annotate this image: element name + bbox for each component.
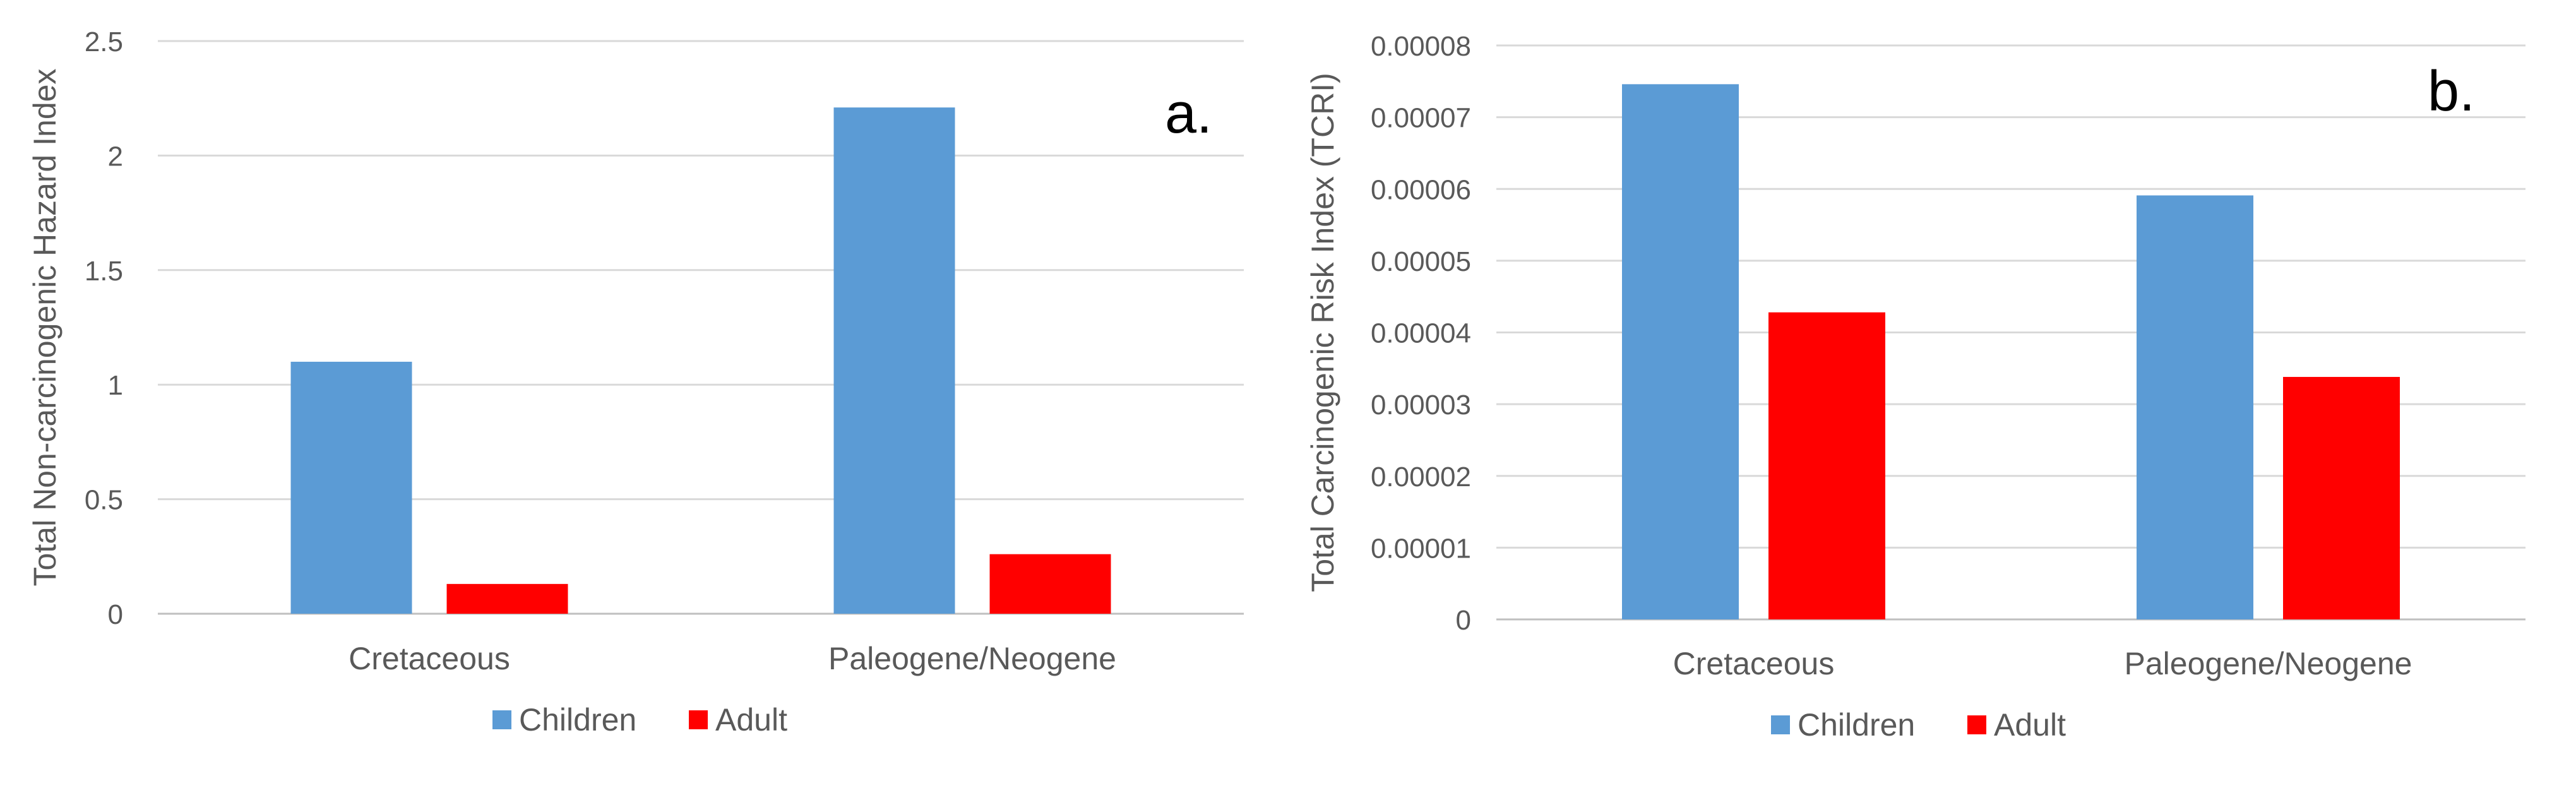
bar-adult-paleogene-neogene — [989, 554, 1111, 614]
bar-children-paleogene-neogene — [2137, 195, 2253, 619]
y-tick-label: 0 — [1456, 605, 1471, 636]
panel-label: b. — [2428, 60, 2475, 123]
x-tick-label: Cretaceous — [349, 641, 510, 676]
legend-label-adult: Adult — [1994, 707, 2066, 743]
y-axis-label: Total Non-carcinogenic Hazard Index — [27, 69, 63, 587]
chart-panel-a: 0 0.5 1 1.5 2 2.5 Cretaceous Paleogene/Neogene… — [27, 27, 1244, 737]
y-tick-label: 0.00002 — [1371, 462, 1471, 492]
legend-label-children: Children — [1798, 707, 1915, 743]
y-axis-label: Total Carcinogenic Risk Index (TCRI) — [1305, 73, 1340, 592]
legend-swatch-adult — [689, 710, 708, 729]
x-tick-label: Paleogene/Neogene — [2125, 646, 2412, 681]
x-tick-labels: Cretaceous Paleogene/Neogene — [349, 641, 1116, 676]
panel-label: a. — [1165, 82, 1212, 145]
legend: Children Adult — [1771, 707, 2066, 743]
bar-group — [290, 107, 1111, 614]
y-tick-label: 2.5 — [85, 27, 123, 57]
bar-children-cretaceous — [290, 361, 412, 614]
legend: Children Adult — [492, 702, 787, 737]
x-tick-labels: Cretaceous Paleogene/Neogene — [1673, 646, 2412, 681]
y-tick-label: 0.00006 — [1371, 174, 1471, 205]
bar-adult-paleogene-neogene — [2283, 376, 2400, 619]
y-tick-label: 2 — [108, 141, 123, 172]
y-tick-labels: 0 0.5 1 1.5 2 2.5 — [85, 27, 123, 630]
y-tick-labels: 0 0.00001 0.00002 0.00003 0.00004 0.00005 0.00… — [1371, 31, 1471, 636]
y-tick-label: 0.00007 — [1371, 103, 1471, 134]
y-tick-label: 0.00008 — [1371, 31, 1471, 62]
x-tick-label: Paleogene/Neogene — [828, 641, 1116, 676]
y-tick-label: 0.5 — [85, 485, 123, 516]
bar-children-cretaceous — [1622, 84, 1739, 620]
y-tick-label: 1 — [108, 370, 123, 401]
bar-children-paleogene-neogene — [833, 107, 955, 614]
bar-adult-cretaceous — [1768, 312, 1885, 619]
y-tick-label: 0 — [108, 599, 123, 630]
bar-group — [1622, 84, 2400, 620]
x-tick-label: Cretaceous — [1673, 646, 1835, 681]
legend-label-adult: Adult — [715, 702, 787, 737]
bar-adult-cretaceous — [446, 583, 568, 614]
legend-swatch-children — [1771, 715, 1790, 734]
y-tick-label: 0.00004 — [1371, 318, 1471, 349]
legend-swatch-children — [492, 710, 511, 729]
y-tick-label: 1.5 — [85, 256, 123, 287]
chart-panel-b: 0 0.00001 0.00002 0.00003 0.00004 0.00005 0.00… — [1305, 31, 2525, 743]
y-tick-label: 0.00003 — [1371, 390, 1471, 421]
y-tick-label: 0.00005 — [1371, 246, 1471, 277]
legend-label-children: Children — [519, 702, 636, 737]
y-tick-label: 0.00001 — [1371, 533, 1471, 564]
legend-swatch-adult — [1967, 715, 1986, 734]
